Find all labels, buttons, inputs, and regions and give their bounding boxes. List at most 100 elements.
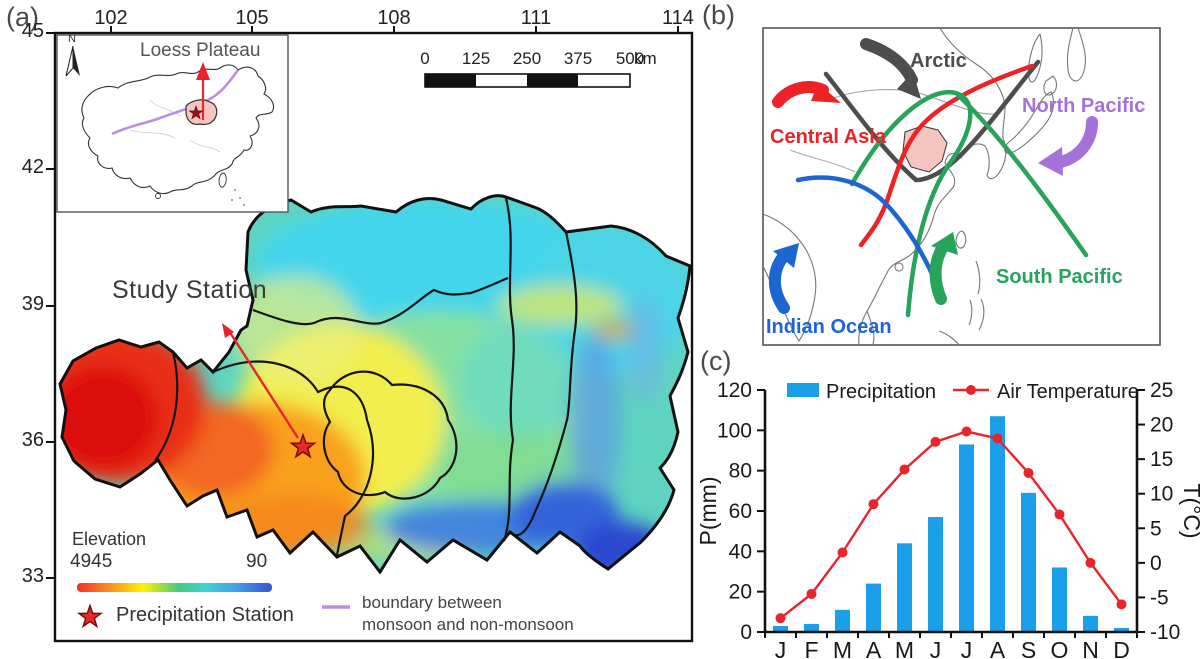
left-axis-title: P(mm) [700,477,721,546]
central-asia-front-line [858,63,1035,248]
island-dots [231,189,245,206]
left-axis-tick-label: 39 [21,293,44,315]
china-outline [81,64,275,195]
loess-plateau-elevation-map [58,194,692,574]
month-label: S [1021,637,1036,659]
right-axis-title: T(°C) [1179,483,1200,538]
scale-bar-tick-label: 0 [420,49,430,68]
left-tick-label: 100 [717,419,752,442]
temperature-dot-A3 [868,499,879,510]
left-tick-label: 120 [717,379,752,402]
boundary-legend-line1: boundary between [362,593,502,612]
legend-bar-swatch [787,383,819,397]
month-label: M [895,637,914,659]
panel-a-axis-ticks [46,26,679,579]
temperature-dot-N10 [1085,557,1096,568]
right-tick-label: 20 [1150,414,1173,437]
bar-J6 [959,444,974,632]
left-tick-label: 40 [729,540,752,563]
bar-F1 [804,623,819,632]
month-label: A [866,637,882,659]
temperature-dot-D11 [1116,599,1127,610]
boundary-legend-line2: monsoon and non-monsoon [362,615,574,634]
air-mass-front-lines [795,59,1089,318]
annotation-arrowhead [222,323,234,338]
left-axis-tick-label: 42 [21,156,44,178]
inset-title: Loess Plateau [140,40,261,61]
right-tick-label: 25 [1150,379,1173,402]
loess-plateau-region [185,99,218,126]
bar-D11 [1114,627,1129,632]
bar-N10 [1083,615,1098,632]
scale-bar-tick-label: 500 [615,49,645,68]
asia-air-mass-map [762,27,1161,346]
bar-O9 [1052,567,1067,632]
left-tick-label: 20 [729,581,752,604]
bar-A3 [866,583,881,632]
central-asia-arrow-icon [811,83,841,103]
top-axis-tick-label: 111 [520,7,552,29]
temperature-dot-J0 [775,613,786,624]
top-axis-tick-label: 108 [377,7,411,29]
legend-line-dot [966,385,976,395]
north-label: N [68,33,76,45]
study-station-label: Study Station [112,276,268,304]
province-borders [129,99,221,153]
elevation-min-label: 90 [246,551,268,572]
scale-bar-tick-label: 375 [563,49,593,68]
left-axis-tick-label: 36 [21,429,44,451]
south-pacific-front-line-2 [955,92,1089,258]
left-tick-label: 60 [729,500,752,523]
bar-M2 [835,609,850,632]
panel-b-label: (b) [702,0,735,30]
panel-c-label: (c) [700,346,732,376]
scale-bar-tick-label: 125 [461,49,491,68]
scale-bar-tick-label: 250 [512,49,542,68]
month-label: N [1082,637,1099,659]
month-label: O [1051,637,1069,659]
arctic-front-line [823,59,1041,183]
month-label: J [775,637,787,659]
arctic-arrow-icon [897,72,921,99]
right-tick-label: -10 [1150,621,1180,644]
air-mass-arrows [768,38,1098,314]
south-pacific-arrow-icon [931,232,958,255]
month-label: D [1113,637,1130,659]
temperature-dot-A7 [992,433,1003,444]
north-pacific-arrow-icon [1038,147,1063,176]
panel-b-frame [762,27,1161,346]
bar-S8 [1021,492,1036,632]
temperature-dot-S8 [1023,467,1034,478]
left-axis-tick-label: 45 [21,20,44,42]
air-mass-label-south-pacific: South Pacific [996,266,1123,288]
elevation-max-label: 4945 [70,551,113,572]
temperature-dot-J5 [930,436,941,447]
top-axis-tick-label: 105 [235,7,269,29]
monsoon-boundary-line [111,69,240,136]
right-tick-label: 0 [1150,552,1162,575]
top-axis-tick-label: 102 [94,7,128,29]
month-label: F [804,637,818,659]
month-label: J [961,637,973,659]
air-mass-label-indian-ocean: Indian Ocean [766,316,892,338]
air-mass-label-central-asia: Central Asia [770,126,886,148]
legend-precipitation-label: Precipitation [826,381,936,403]
inset-arrowhead [196,62,210,80]
indian-ocean-front-line [795,175,936,279]
elevation-legend-title: Elevation [72,529,147,549]
china-inset-map [56,34,289,213]
temperature-dot-J6 [961,426,972,437]
left-tick-label: 80 [729,460,752,483]
temperature-dot-M4 [899,464,910,475]
air-mass-label-north-pacific: North Pacific [1022,95,1146,117]
north-arrow-icon [65,45,80,77]
legend-temperature-label: Air Temperature [997,381,1139,403]
bar-J5 [928,517,943,632]
air-mass-label-arctic: Arctic [910,50,967,72]
month-label: A [990,637,1006,659]
panel-a-label: (a) [6,2,39,32]
month-label: J [930,637,942,659]
